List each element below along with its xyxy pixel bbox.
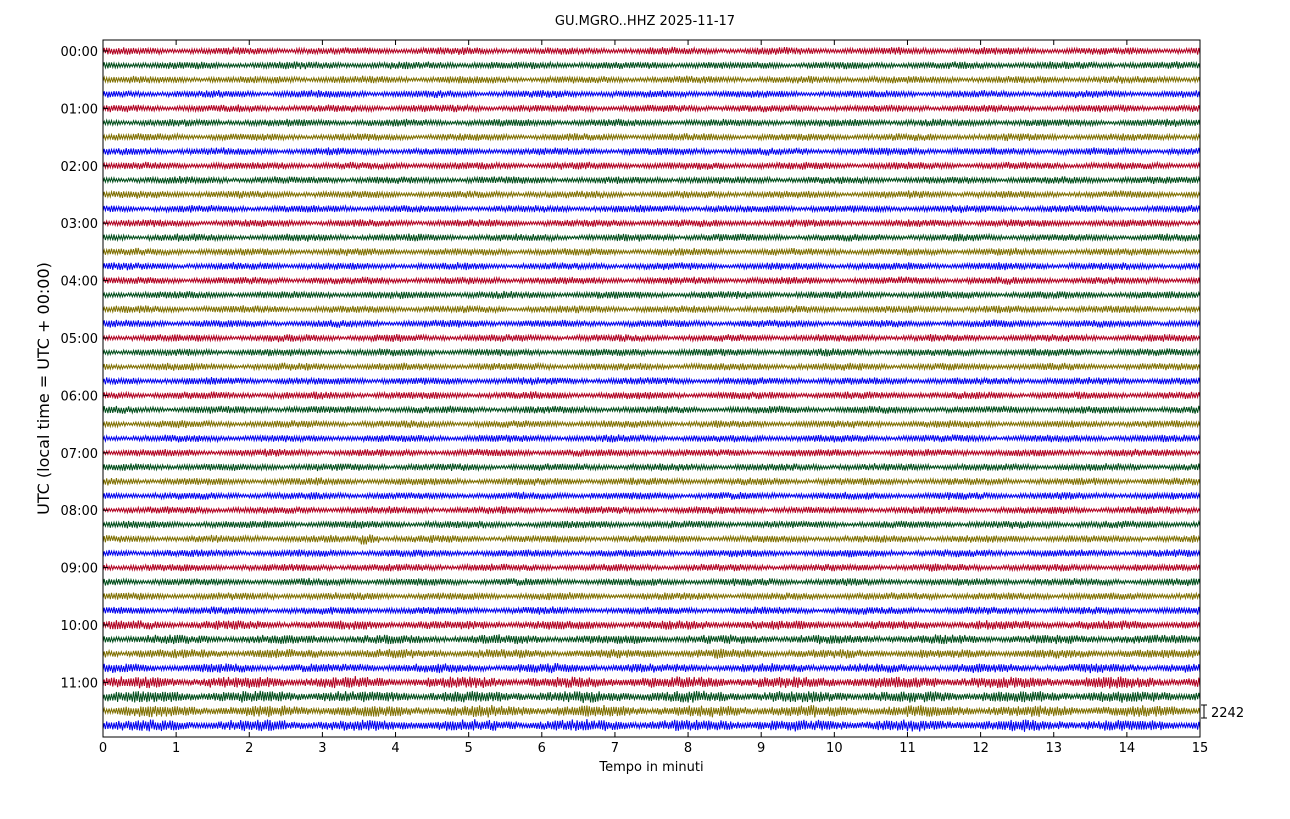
trace-13: [102, 232, 1201, 243]
trace-2: [102, 74, 1201, 85]
trace-18: [102, 304, 1201, 315]
trace-0: [102, 46, 1201, 56]
trace-11: [102, 204, 1201, 214]
trace-33: [102, 519, 1201, 530]
x-tick-label-10: 10: [826, 741, 843, 756]
x-tick-label-13: 13: [1045, 741, 1062, 756]
trace-3: [102, 89, 1201, 99]
trace-37: [102, 577, 1201, 587]
trace-group: [102, 46, 1201, 732]
trace-31: [102, 491, 1201, 501]
x-tick-label-0: 0: [99, 741, 107, 756]
x-tick-label-14: 14: [1119, 741, 1136, 756]
x-tick-label-7: 7: [611, 741, 619, 756]
trace-44: [102, 675, 1201, 689]
y-axis-label: UTC (local time = UTC + 00:00): [34, 262, 53, 515]
trace-16: [102, 275, 1201, 286]
x-tick-label-4: 4: [391, 741, 399, 756]
y-tick-label-4: 04:00: [61, 275, 98, 290]
x-tick-label-1: 1: [172, 741, 180, 756]
trace-5: [102, 118, 1201, 128]
trace-14: [102, 247, 1201, 257]
x-tick-label-2: 2: [245, 741, 253, 756]
trace-40: [102, 620, 1201, 630]
trace-42: [102, 648, 1201, 659]
trace-21: [102, 347, 1201, 358]
trace-27: [102, 433, 1201, 444]
x-axis-label: Tempo in minuti: [598, 760, 703, 775]
trace-25: [102, 404, 1201, 415]
trace-28: [102, 447, 1201, 458]
trace-30: [102, 476, 1201, 487]
scale-bar-label: 2242: [1211, 706, 1244, 721]
trace-29: [102, 462, 1201, 472]
trace-43: [102, 663, 1201, 674]
trace-6: [102, 132, 1201, 142]
y-tick-label-3: 03:00: [61, 217, 98, 232]
trace-41: [102, 634, 1201, 645]
trace-46: [102, 704, 1201, 718]
trace-45: [102, 690, 1201, 704]
y-tick-label-1: 01:00: [61, 102, 98, 117]
y-tick-label-2: 02:00: [61, 160, 98, 175]
y-tick-label-11: 11:00: [61, 676, 98, 691]
x-tick-label-12: 12: [972, 741, 989, 756]
y-tick-label-0: 00:00: [61, 45, 98, 60]
trace-20: [102, 333, 1201, 343]
y-tick-label-6: 06:00: [61, 389, 98, 404]
trace-23: [102, 376, 1201, 386]
trace-26: [102, 419, 1201, 429]
y-tick-label-9: 09:00: [61, 562, 98, 577]
y-tick-label-8: 08:00: [61, 504, 98, 519]
trace-24: [102, 390, 1201, 401]
trace-35: [102, 548, 1201, 559]
trace-38: [102, 591, 1201, 602]
y-tick-label-7: 07:00: [61, 447, 98, 462]
trace-7: [102, 146, 1201, 157]
trace-34: [102, 534, 1201, 545]
x-tick-label-8: 8: [684, 741, 692, 756]
trace-17: [102, 289, 1201, 300]
trace-19: [102, 318, 1201, 329]
trace-12: [102, 218, 1201, 228]
trace-36: [102, 562, 1201, 573]
x-tick-label-3: 3: [318, 741, 326, 756]
trace-22: [102, 361, 1201, 372]
x-tick-label-9: 9: [757, 741, 765, 756]
x-tick-label-11: 11: [899, 741, 916, 756]
x-axis: 0 1 2 3 4 5 6 7 8 9 10 11 12 13 14 15: [99, 40, 1208, 756]
trace-4: [102, 103, 1201, 114]
amplitude-scale: 2242: [1201, 704, 1244, 721]
trace-15: [102, 261, 1201, 271]
trace-39: [102, 605, 1201, 616]
y-tick-label-5: 05:00: [61, 332, 98, 347]
x-tick-label-6: 6: [538, 741, 546, 756]
chart-title: GU.MGRO..HHZ 2025-11-17: [555, 14, 735, 29]
x-tick-label-15: 15: [1192, 741, 1209, 756]
trace-47: [102, 719, 1201, 732]
trace-1: [102, 60, 1201, 71]
y-tick-label-10: 10:00: [61, 619, 98, 634]
trace-10: [102, 189, 1201, 200]
trace-9: [102, 175, 1201, 185]
x-tick-label-5: 5: [465, 741, 473, 756]
trace-8: [102, 160, 1201, 171]
y-axis: 00:00 01:00 02:00 03:00 04:00 05:00 06:00 07:00…: [61, 45, 108, 691]
trace-32: [102, 505, 1201, 515]
plot-frame: [102, 39, 1201, 738]
